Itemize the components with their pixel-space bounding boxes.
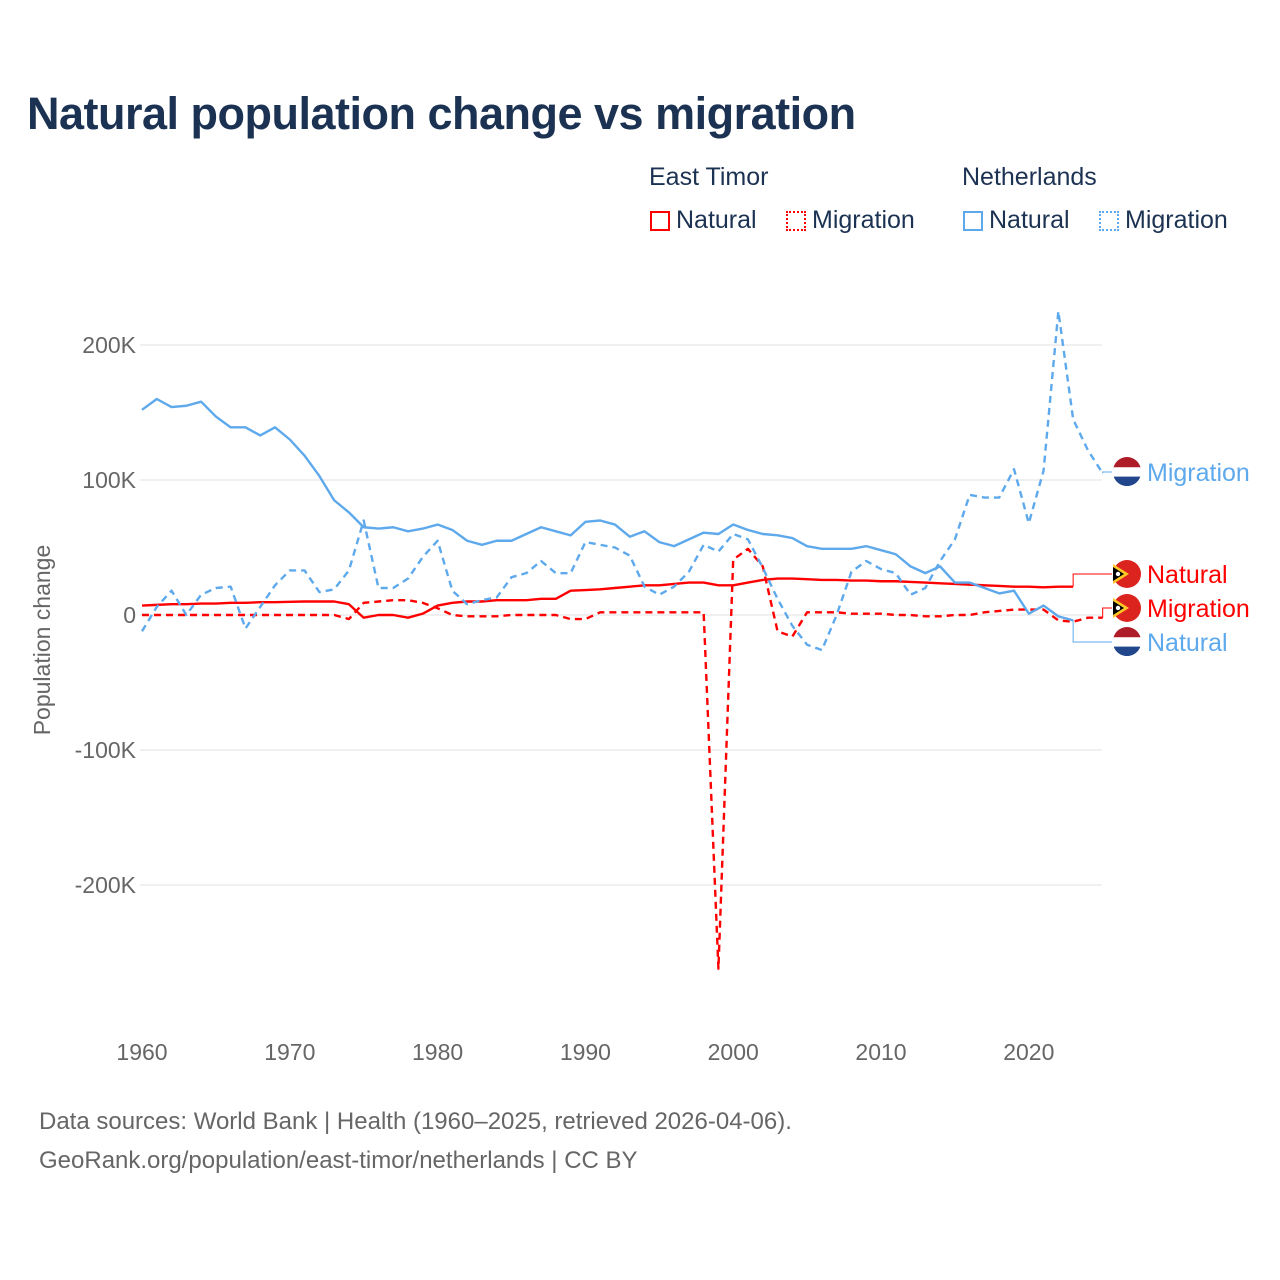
flag-stripe: [1113, 476, 1141, 487]
x-tick-label: 2010: [855, 1039, 906, 1065]
flag-stripe: [1113, 646, 1141, 657]
label-connector: [1072, 573, 1112, 587]
legend-label: Migration: [1125, 206, 1228, 234]
flag-stripe: [1113, 457, 1141, 471]
chart-title: Natural population change vs migration: [27, 88, 856, 139]
flag-star: [1115, 605, 1121, 611]
series-end-label: Migration: [1147, 459, 1250, 487]
y-tick-label: -100K: [75, 737, 137, 763]
y-tick-label: 200K: [82, 332, 136, 358]
y-tick-label: -200K: [75, 872, 137, 898]
label-connector: [1102, 607, 1112, 618]
legend-group-east-timor: East Timor: [649, 163, 769, 191]
legend-label: Natural: [676, 206, 757, 234]
series-line-netherlands-natural: [141, 397, 1074, 622]
legend-item-east-timor-migration[interactable]: Migration: [786, 206, 915, 235]
y-tick-label: 100K: [82, 467, 136, 493]
label-connector: [1102, 471, 1112, 474]
flag-stripe: [1113, 627, 1141, 641]
x-tick-label: 1970: [264, 1039, 315, 1065]
flag-star: [1115, 571, 1121, 577]
label-connector: [1072, 620, 1112, 643]
footer-link[interactable]: GeoRank.org/population/east-timor/nether…: [39, 1147, 638, 1174]
x-tick-label: 2000: [708, 1039, 759, 1065]
flag-stripe: [1113, 467, 1141, 477]
legend-swatch-solid: [963, 210, 983, 231]
legend-item-netherlands-migration[interactable]: Migration: [1099, 206, 1228, 235]
series-end-label: Natural: [1147, 561, 1228, 589]
x-tick-label: 2020: [1003, 1039, 1054, 1065]
footer-sources: Data sources: World Bank | Health (1960–…: [39, 1108, 792, 1135]
y-tick-label: 0: [123, 602, 136, 628]
legend-item-east-timor-natural[interactable]: Natural: [650, 206, 757, 235]
series-line-east-timor-migration: [142, 547, 1103, 970]
legend-label: Natural: [989, 206, 1070, 234]
x-tick-label: 1980: [412, 1039, 463, 1065]
flag-stripe: [1113, 637, 1141, 647]
y-axis-label: Population change: [29, 545, 55, 736]
series-line-netherlands-migration: [140, 310, 1104, 652]
series-line-east-timor-natural: [141, 577, 1074, 619]
series-end-label: Migration: [1147, 595, 1250, 623]
legend-label: Migration: [812, 206, 915, 234]
legend-swatch-solid: [650, 210, 670, 231]
series-end-label: Natural: [1147, 629, 1228, 657]
x-tick-label: 1990: [560, 1039, 611, 1065]
legend-swatch-dotted: [1099, 210, 1119, 231]
legend-item-netherlands-natural[interactable]: Natural: [963, 206, 1070, 235]
legend-group-netherlands: Netherlands: [962, 163, 1097, 191]
legend-swatch-dotted: [786, 210, 806, 231]
x-tick-label: 1960: [116, 1039, 167, 1065]
